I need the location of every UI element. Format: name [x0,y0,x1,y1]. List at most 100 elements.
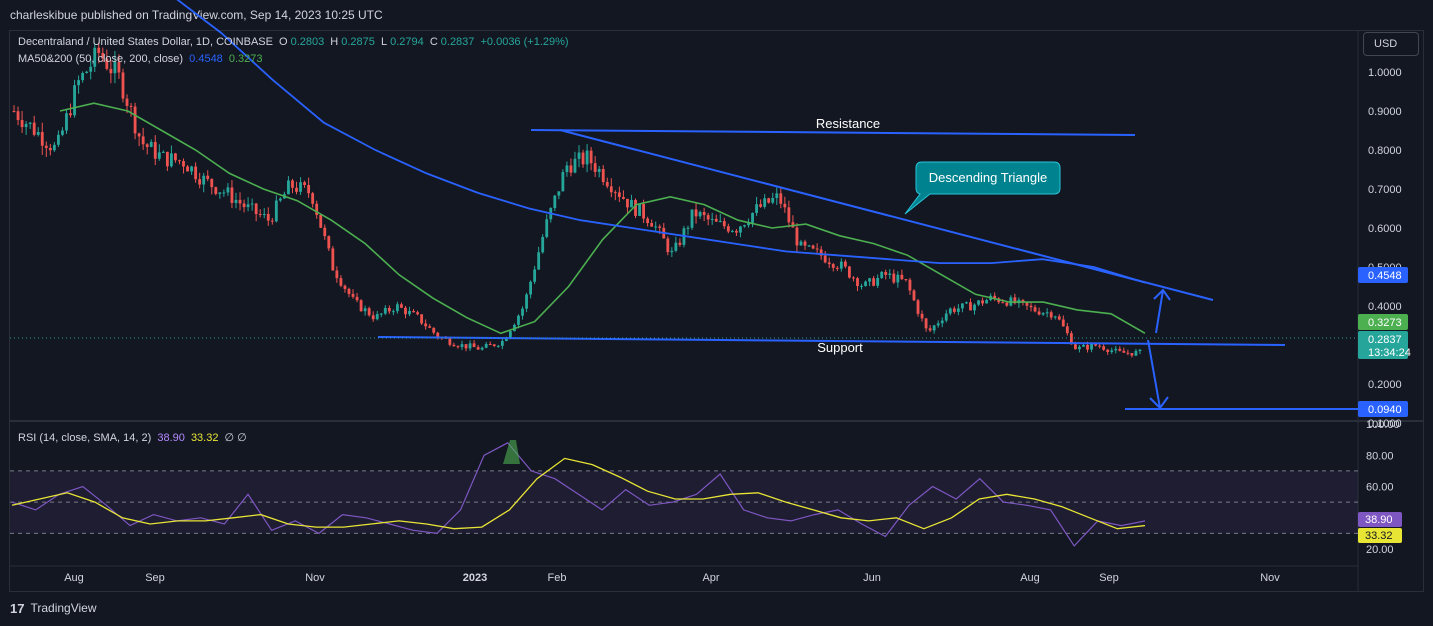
candle-body [408,310,411,315]
candle-body [884,271,888,275]
candle-body [327,236,331,249]
candle-body [1134,351,1138,356]
candle-body [65,113,68,131]
candle-body [872,278,876,286]
candle-body [771,198,775,203]
candle-body [581,152,585,165]
candle-body [553,195,557,209]
candle-body [775,193,779,199]
candle-body [585,150,589,165]
candle-body [823,255,827,263]
candle-body [896,274,900,283]
change-value: +0.0036 (+1.29%) [480,36,569,48]
candle-body [609,186,613,193]
candle-body [1025,302,1029,306]
candle-body [20,120,24,128]
candle-body [1110,350,1114,353]
candle-body [916,300,920,314]
candle-body [287,180,290,195]
candle-body [400,304,403,308]
candle-body [831,264,835,268]
y-tick-label: 0.8000 [1368,145,1402,157]
ohlc-legend: Decentraland / United States Dollar, 1D,… [18,36,572,48]
currency-button[interactable]: USD [1363,32,1419,56]
candle-body [85,71,89,74]
candle-body [674,242,678,251]
candle-body [504,338,508,341]
candle-body [678,242,682,245]
candle-body [952,308,956,312]
candle-body [815,248,819,250]
candle-body [456,346,460,348]
ma200-price-badge: 0.4548 [1368,270,1402,282]
close-label: C [429,36,438,48]
candle-body [262,213,266,215]
candle-body [355,296,359,301]
up-arrow [1153,288,1171,334]
candle-body [89,66,93,72]
candle-body [763,198,767,207]
high-label: H [330,36,339,48]
candle-body [589,150,593,164]
candle-body [936,323,940,326]
candle-body [266,213,270,221]
candle-body [416,312,420,315]
candle-body [121,72,125,99]
candle-body [767,198,771,203]
rsi-extra: ∅ ∅ [224,432,247,444]
x-tick-label: Aug [64,572,84,584]
candle-body [1045,312,1049,314]
candle-body [238,199,242,204]
y-tick-label: 0.4000 [1368,301,1402,313]
candle-body [105,58,109,69]
candle-body [803,241,807,246]
candle-body [827,262,831,265]
candle-body [174,153,177,161]
candle-body [1118,348,1122,351]
candle-body [811,245,815,249]
rsi-label[interactable]: RSI (14, close, SMA, 14, 2) [18,432,152,444]
target-price-badge: 0.0940 [1368,404,1402,416]
candle-body [97,47,101,53]
candle-body [157,152,161,159]
candle-body [339,278,343,286]
candle-body [799,241,803,246]
open-label: O [279,36,288,48]
x-tick-label: Nov [305,572,325,584]
candle-body [529,281,533,295]
ma-label[interactable]: MA50&200 (50, close, 200, close) [18,53,184,65]
candle-body [1114,348,1118,351]
y-tick-label: 0.6000 [1368,223,1402,235]
candle-body [331,248,335,271]
candle-body [690,209,694,228]
candle-body [484,344,488,348]
candle-body [464,344,468,349]
candle-body [56,134,60,145]
candle-body [613,192,617,194]
candle-body [371,315,375,320]
candle-body [303,182,307,186]
candle-body [755,204,759,213]
candle-body [706,215,710,220]
candle-body [638,204,641,216]
candle-body [1078,346,1081,350]
candle-body [165,151,169,167]
footer-brand[interactable]: 17 TradingView [10,598,97,618]
candle-body [226,187,230,193]
candle-body [101,52,105,59]
rsi-legend: RSI (14, close, SMA, 14, 2) 38.90 33.32 … [18,431,250,444]
candle-body [194,166,198,180]
candle-body [698,211,702,217]
candle-body [1106,349,1110,353]
candle-body [969,302,972,311]
candle-body [670,250,674,253]
candle-body [351,294,355,297]
candle-body [1090,343,1093,350]
candle-body [363,308,367,312]
symbol-title[interactable]: Decentraland / United States Dollar, 1D,… [18,36,273,48]
candle-body [904,279,908,281]
candle-body [944,313,948,321]
candle-body [250,203,254,205]
candle-body [739,226,742,233]
